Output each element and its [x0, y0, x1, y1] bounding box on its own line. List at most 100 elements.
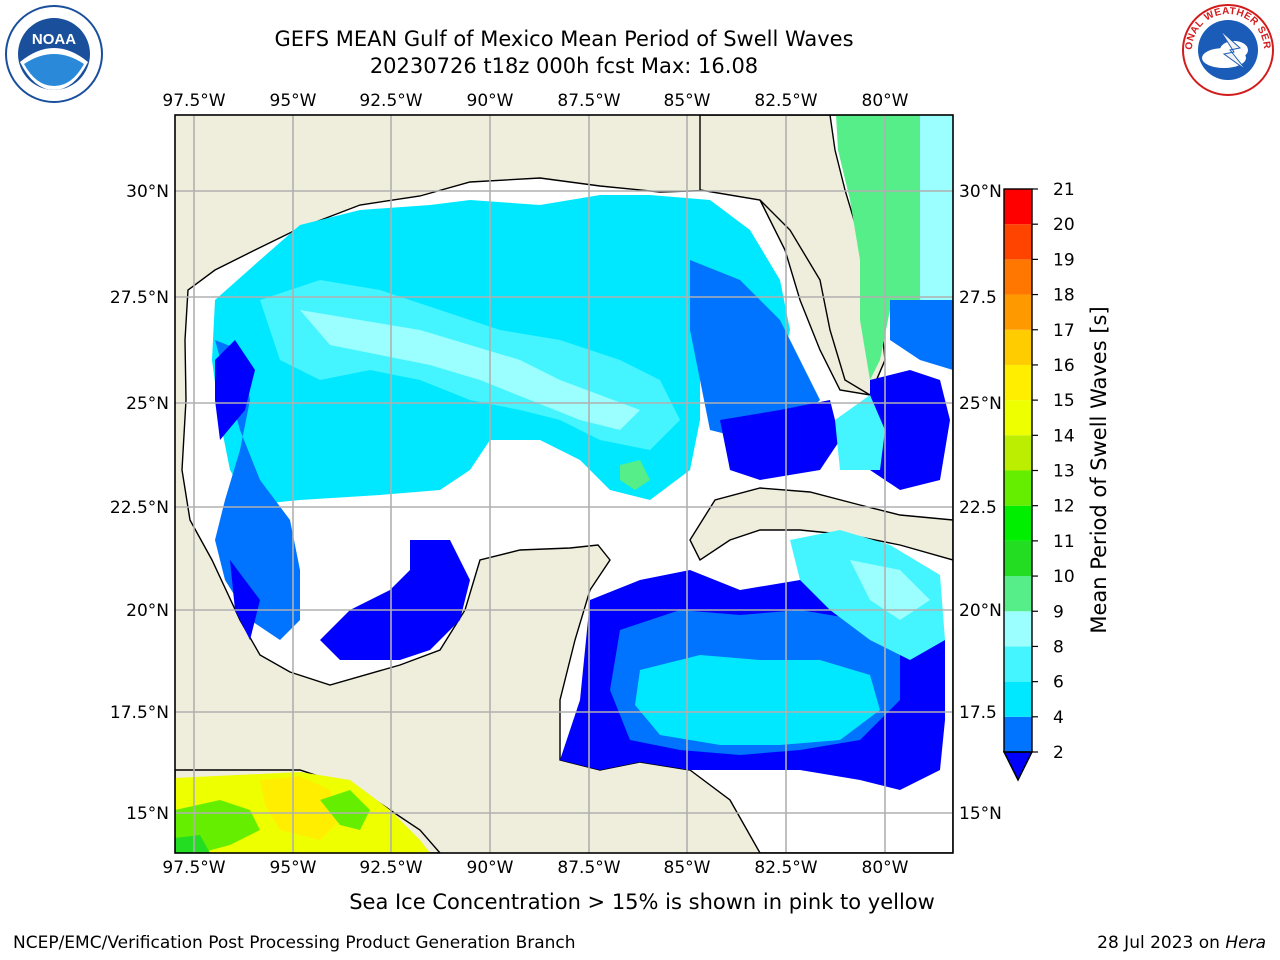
lat-label-left: 17.5°N [110, 703, 169, 723]
map-frame [174, 114, 954, 854]
colorbar-tick-label: 20 [1053, 215, 1075, 235]
colorbar-segment [1004, 294, 1032, 330]
swell-band-blue-south [320, 540, 470, 660]
swell-band-atlantic-blue [890, 300, 953, 370]
lon-label-top: 80°W [862, 91, 909, 111]
noaa-logo-text: NOAA [32, 31, 76, 48]
colorbar-tick-label: 21 [1053, 180, 1075, 200]
lon-label-top: 82.5°W [754, 91, 817, 111]
colorbar-segment [1004, 189, 1032, 225]
lat-label-right: 25°N [959, 394, 1002, 414]
lon-label-bottom: 97.5°W [162, 858, 225, 878]
colorbar-segment [1004, 400, 1032, 436]
lat-label-left: 15°N [126, 804, 169, 824]
colorbar-segment [1004, 540, 1032, 577]
swell-band-atlantic-9-10s [836, 115, 920, 380]
credit-branch: NCEP/EMC/Verification Post Processing Pr… [13, 933, 576, 953]
lon-label-bottom: 90°W [467, 858, 514, 878]
lon-label-bottom: 87.5°W [557, 858, 620, 878]
colorbar-extend-triangle [1002, 751, 1034, 782]
sea-ice-note-text: Sea Ice Concentration > 15% is shown in … [349, 890, 935, 914]
lat-labels-right: 30°N 27.5 25°N 22.5 20°N 17.5 15°N [959, 182, 1002, 824]
chart-title: GEFS MEAN Gulf of Mexico Mean Period of … [164, 26, 964, 80]
colorbar-segment [1004, 681, 1032, 717]
colorbar-tick-label: 4 [1053, 708, 1064, 728]
colorbar-tick-label: 8 [1053, 637, 1064, 657]
lat-label-right: 15°N [959, 804, 1002, 824]
cuba-land [689, 487, 953, 562]
map-field [175, 115, 953, 853]
colorbar-tick-label: 17 [1053, 321, 1075, 341]
colorbar-segment [1004, 224, 1032, 260]
lon-label-bottom: 92.5°W [359, 858, 422, 878]
colorbar-segment [1004, 329, 1032, 365]
lat-label-left: 25°N [126, 394, 169, 414]
colorbar-segment [1004, 716, 1032, 752]
colorbar-tick-label: 15 [1053, 391, 1075, 411]
colorbar-tick-label: 10 [1053, 567, 1075, 587]
colorbar-tick-label: 18 [1053, 286, 1075, 306]
colorbar-segment [1004, 646, 1032, 682]
colorbar-segment [1004, 576, 1032, 612]
lat-label-left: 27.5°N [110, 288, 169, 308]
lat-label-right: 22.5 [959, 498, 997, 518]
swell-band-4-6s-caribbean [635, 655, 880, 745]
sea-ice-note: Sea Ice Concentration > 15% is shown in … [0, 890, 1280, 914]
lat-label-right: 30°N [959, 182, 1002, 202]
title-line-2: 20230726 t18z 000h fcst Max: 16.08 [369, 54, 759, 78]
credit-date-text: 28 Jul 2023 on [1097, 933, 1220, 953]
swell-band-blue-west [215, 340, 260, 640]
colorbar-tick-label: 9 [1053, 602, 1064, 622]
title-line-1: GEFS MEAN Gulf of Mexico Mean Period of … [274, 27, 854, 51]
swell-band-pacific-green [175, 790, 370, 853]
swell-band-8-9s-gulf [300, 310, 640, 430]
grid-lines [175, 115, 953, 853]
swell-band-atlantic-8-9s [920, 115, 953, 300]
lon-label-bottom: 82.5°W [754, 858, 817, 878]
noaa-logo: NOAA [5, 5, 103, 103]
colorbar-label: Mean Period of Swell Waves [s] [1087, 306, 1111, 633]
swell-band-pacific-darkgreen [175, 835, 210, 853]
nws-logo: NATIONAL WEATHER SERVICE [1180, 0, 1274, 96]
colorbar-tick-label: 13 [1053, 462, 1075, 482]
lon-labels-bottom: 97.5°W 95°W 92.5°W 90°W 87.5°W 85°W 82.5… [162, 858, 908, 878]
colorbar-tick-label: 16 [1053, 356, 1075, 376]
swell-band-straits-cyan [835, 395, 885, 470]
colorbar-segment [1004, 259, 1032, 295]
lon-label-top: 87.5°W [557, 91, 620, 111]
swell-spot-9-10s [620, 460, 650, 490]
colorbar-segment [1004, 435, 1032, 471]
swell-band-pacific-orange [260, 776, 340, 840]
lon-labels-top: 97.5°W 95°W 92.5°W 90°W 87.5°W 85°W 82.5… [162, 91, 908, 111]
lon-label-top: 92.5°W [359, 91, 422, 111]
lat-label-right: 20°N [959, 601, 1002, 621]
swell-band-blue-east [720, 370, 950, 490]
swell-band-8-9s-caribbean-ne [850, 560, 930, 620]
colorbar-tick-label: 19 [1053, 250, 1075, 270]
colorbar-tick-label: 2 [1053, 743, 1064, 763]
colorbar-segment [1004, 611, 1032, 647]
lat-label-left: 20°N [126, 601, 169, 621]
lat-label-right: 17.5 [959, 703, 997, 723]
credit-host: Hera [1225, 933, 1266, 953]
colorbar-tick-label: 11 [1053, 532, 1075, 552]
colorbar-tick-label: 6 [1053, 673, 1064, 693]
lat-label-left: 30°N [126, 182, 169, 202]
colorbar-segment [1004, 505, 1032, 541]
colorbar-tick-label: 14 [1053, 426, 1075, 446]
lon-label-top: 90°W [467, 91, 514, 111]
lat-label-left: 22.5°N [110, 498, 169, 518]
swell-band-2-4s-east [690, 260, 820, 440]
lat-labels-left: 30°N 27.5°N 25°N 22.5°N 20°N 17.5°N 15°N [110, 182, 169, 824]
lat-label-right: 27.5 [959, 288, 997, 308]
credit-date: 28 Jul 2023 on Hera [1097, 933, 1266, 953]
colorbar-segment [1004, 364, 1032, 401]
lon-label-top: 95°W [270, 91, 317, 111]
lon-label-top: 85°W [664, 91, 711, 111]
colorbar-tick-label: 12 [1053, 497, 1075, 517]
colorbar-segment [1004, 470, 1032, 506]
lon-label-bottom: 95°W [270, 858, 317, 878]
colorbar: 2 4 6 8 9 10 11 12 13 14 15 16 17 18 19 20 21 [1002, 180, 1075, 782]
lon-label-bottom: 85°W [664, 858, 711, 878]
